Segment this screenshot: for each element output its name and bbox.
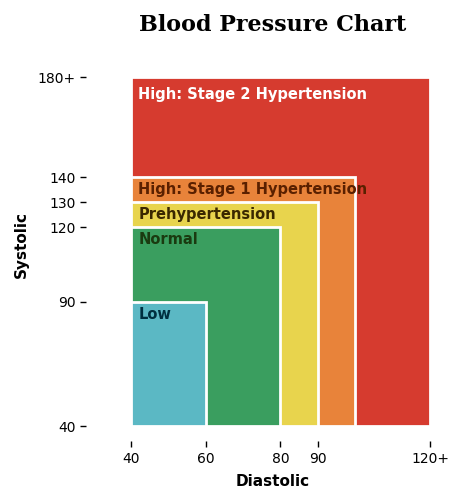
Bar <box>131 302 206 427</box>
X-axis label: Diastolic: Diastolic <box>236 474 310 489</box>
Y-axis label: Systolic: Systolic <box>14 211 29 278</box>
Bar <box>131 227 281 427</box>
Bar <box>131 77 430 427</box>
Text: Low: Low <box>138 307 171 322</box>
Text: Normal: Normal <box>138 232 198 247</box>
Title: Blood Pressure Chart: Blood Pressure Chart <box>139 14 407 36</box>
Bar <box>131 202 318 427</box>
Text: Prehypertension: Prehypertension <box>138 207 276 222</box>
Text: High: Stage 1 Hypertension: High: Stage 1 Hypertension <box>138 182 367 197</box>
Text: High: Stage 2 Hypertension: High: Stage 2 Hypertension <box>138 88 367 103</box>
Bar <box>131 177 356 427</box>
